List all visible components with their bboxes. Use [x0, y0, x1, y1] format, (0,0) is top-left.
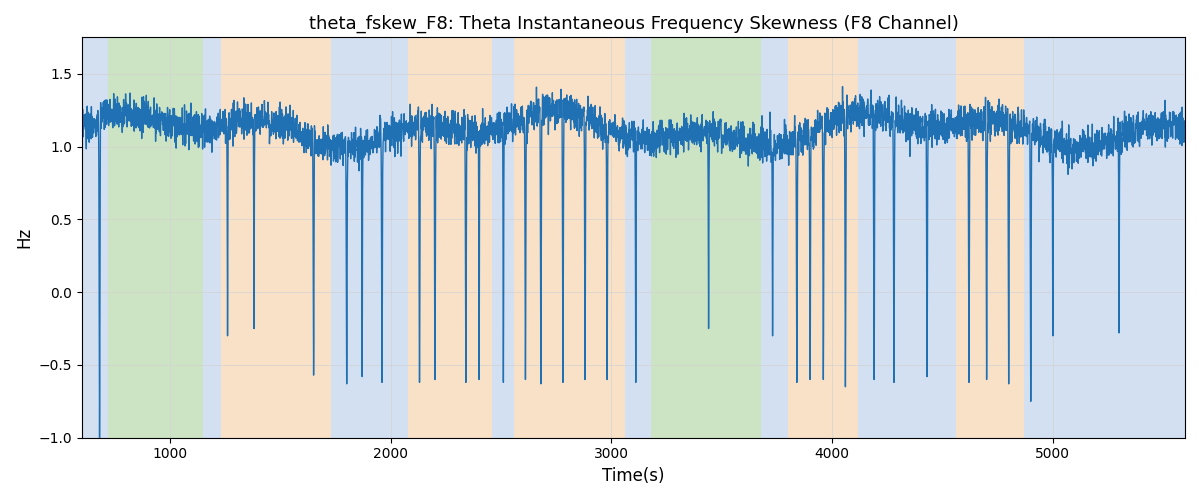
Title: theta_fskew_F8: Theta Instantaneous Frequency Skewness (F8 Channel): theta_fskew_F8: Theta Instantaneous Freq… [308, 15, 959, 34]
Bar [1024, 38, 1186, 438]
Bar [515, 38, 625, 438]
Bar [492, 38, 515, 438]
Bar [788, 38, 858, 438]
Bar [108, 38, 203, 438]
Bar [203, 38, 221, 438]
Bar [408, 38, 492, 438]
Bar [331, 38, 408, 438]
Y-axis label: Hz: Hz [14, 227, 32, 248]
Bar [221, 38, 331, 438]
X-axis label: Time(s): Time(s) [602, 467, 665, 485]
Bar [652, 38, 762, 438]
Bar [762, 38, 788, 438]
Bar [955, 38, 1024, 438]
Bar [82, 38, 108, 438]
Bar [858, 38, 955, 438]
Bar [625, 38, 652, 438]
